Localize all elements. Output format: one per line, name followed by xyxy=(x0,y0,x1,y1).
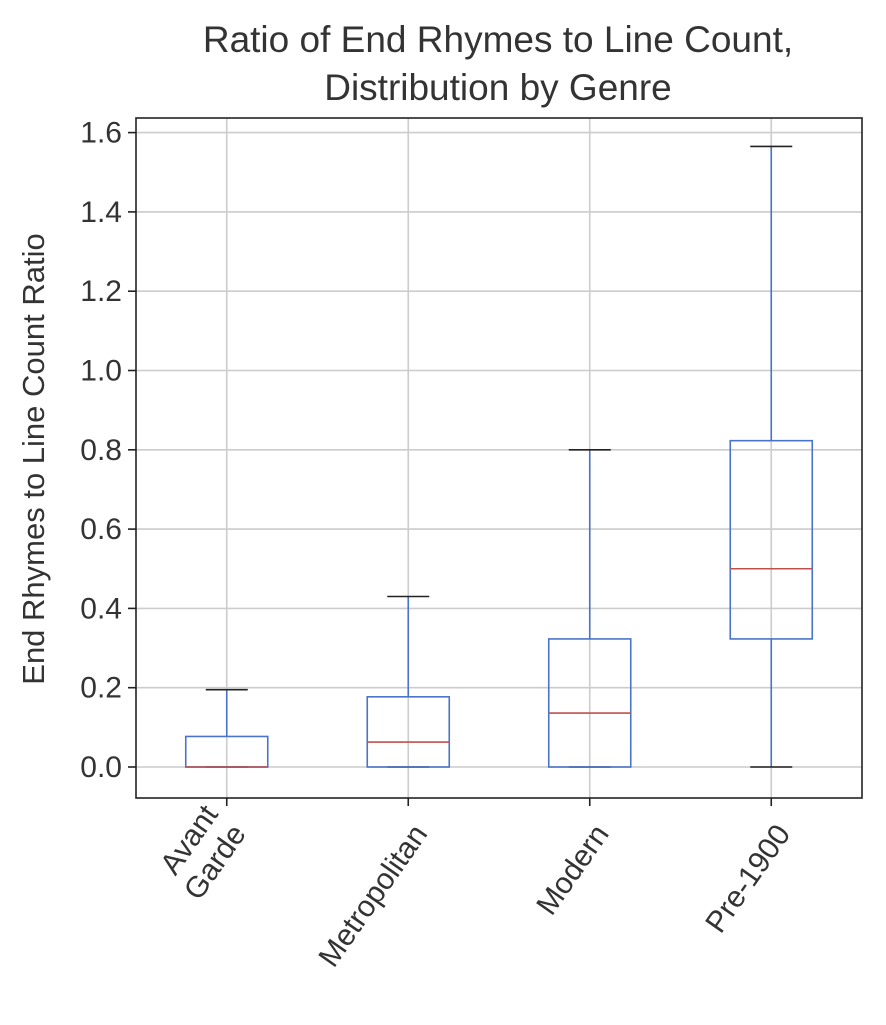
axes-frame xyxy=(135,117,863,799)
chart-title-line-2: Distribution by Genre xyxy=(324,67,672,108)
chart-title: Ratio of End Rhymes to Line Count, Distr… xyxy=(203,19,793,108)
x-tick-label: Pre-1900 xyxy=(699,819,797,939)
y-tick-label: 0.2 xyxy=(80,672,122,705)
y-tick-label: 1.0 xyxy=(80,355,122,388)
plot-area: 0.0 0.2 0.4 0.6 0.8 1.0 1.2 1.4 1.6 AvantGarde Met… xyxy=(80,117,863,973)
y-tick-label: 1.6 xyxy=(80,117,122,150)
box-iqr xyxy=(547,638,632,768)
x-tick-label: Modern xyxy=(530,819,615,921)
y-tick-label: 0.0 xyxy=(80,751,122,784)
y-tick-label: 0.8 xyxy=(80,434,122,467)
box-iqr xyxy=(729,439,814,640)
x-tick-label: Metropolitan xyxy=(312,819,434,973)
box-iqr xyxy=(366,696,451,768)
x-tick-label-line: Modern xyxy=(530,819,615,921)
y-tick-label: 0.4 xyxy=(80,592,122,625)
x-tick-label-line: Pre-1900 xyxy=(699,819,797,939)
chart-title-line-1: Ratio of End Rhymes to Line Count, xyxy=(203,19,793,60)
y-tick-label: 1.2 xyxy=(80,275,122,308)
y-axis-label: End Rhymes to Line Count Ratio xyxy=(16,233,51,684)
y-tick-label: 0.6 xyxy=(80,513,122,546)
x-tick-label: AvantGarde xyxy=(150,799,253,906)
y-tick-label: 1.4 xyxy=(80,196,122,229)
x-tick-label-line: Metropolitan xyxy=(312,819,434,973)
